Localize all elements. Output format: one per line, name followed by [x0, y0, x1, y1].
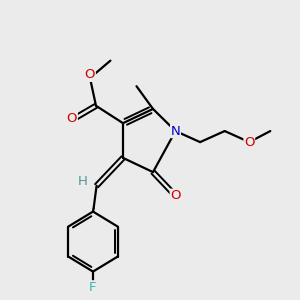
Text: O: O	[85, 68, 95, 81]
Text: O: O	[67, 112, 77, 125]
Text: H: H	[78, 176, 88, 188]
Text: F: F	[89, 281, 97, 294]
Text: O: O	[244, 136, 255, 148]
Text: N: N	[171, 124, 180, 138]
Text: O: O	[170, 189, 181, 202]
